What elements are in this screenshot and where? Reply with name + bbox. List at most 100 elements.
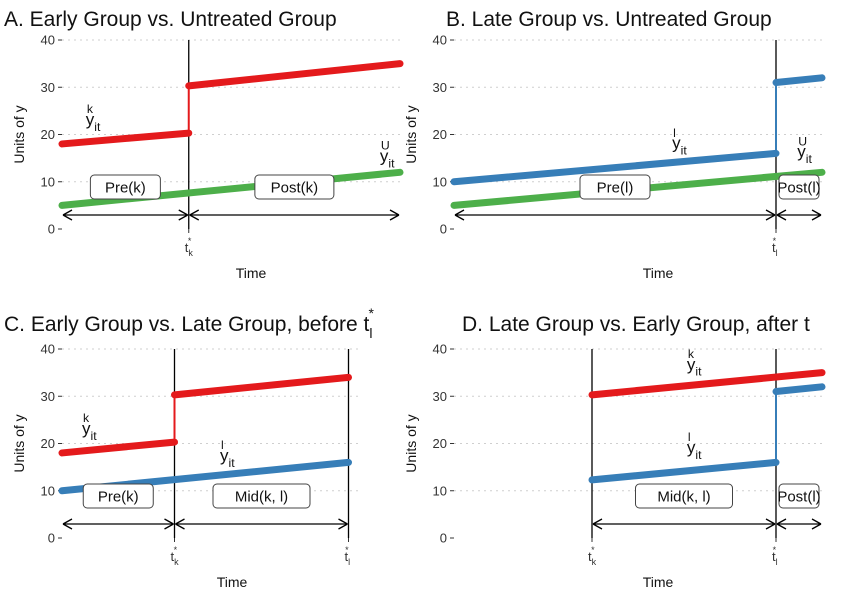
period-label: Post(l)	[777, 489, 820, 506]
period-box	[778, 483, 820, 509]
y-axis-title: Units of y	[403, 414, 419, 472]
y-tick-label: 10	[41, 174, 55, 189]
y-axis-title: Units of y	[403, 105, 419, 163]
arrow-head-left	[776, 518, 787, 530]
y-tick-label: 10	[433, 483, 447, 498]
y-tick-label: 30	[433, 80, 447, 95]
panel-c: C. Early Group vs. Late Group, before tl…	[4, 305, 374, 590]
period-label: Pre(l)	[597, 180, 634, 197]
y-tick-label: 0	[48, 222, 55, 237]
y-tick-label: 40	[41, 33, 55, 48]
y-axis-title: Units of y	[11, 414, 27, 472]
period-label: Mid(k, l)	[235, 489, 288, 506]
period-box	[212, 483, 311, 509]
y-tick-label: 10	[433, 174, 447, 189]
series-label: yitl	[220, 438, 235, 470]
y-tick-label: 40	[433, 33, 447, 48]
period-annotation: Post(k)	[189, 174, 400, 221]
y-tick-label: 20	[433, 436, 447, 451]
arrow-head-left	[62, 518, 73, 530]
panel-title: C. Early Group vs. Late Group, before tl…	[4, 305, 374, 341]
arrow-head-right	[389, 209, 400, 221]
y-tick-label: 0	[48, 531, 55, 546]
series-label: yitk	[687, 347, 702, 379]
panel-d: D. Late Group vs. Early Group, after t 0 1…	[403, 313, 826, 590]
arrow-head-right	[765, 518, 776, 530]
arrow-head-right	[811, 518, 822, 530]
period-box	[579, 174, 651, 200]
period-annotation: Pre(l)	[454, 174, 776, 221]
x-tick-label: tk*	[185, 236, 194, 258]
x-axis-title: Time	[236, 265, 267, 281]
arrow-head-left	[62, 209, 73, 221]
period-box	[254, 174, 335, 200]
x-tick-label: tl*	[345, 545, 351, 567]
panel-title: B. Late Group vs. Untreated Group	[446, 8, 772, 31]
period-box	[82, 483, 154, 509]
arrow-head-right	[811, 209, 822, 221]
series-line	[772, 74, 826, 87]
series-label: yitk	[82, 411, 97, 443]
period-label: Post(k)	[271, 180, 319, 197]
series-line	[450, 149, 780, 186]
y-tick-label: 20	[433, 127, 447, 142]
period-annotation: Post(l)	[776, 483, 822, 530]
y-tick-label: 40	[433, 342, 447, 357]
arrow-head-left	[592, 518, 603, 530]
series-line	[185, 60, 404, 90]
panel-a: A. Early Group vs. Untreated Group 0 10 20 3…	[4, 8, 404, 281]
y-axis-title: Units of y	[11, 105, 27, 163]
series-line	[58, 438, 178, 457]
x-tick-label: tk*	[171, 545, 180, 567]
y-tick-label: 0	[440, 531, 447, 546]
y-tick-label: 30	[41, 389, 55, 404]
y-tick-label: 0	[440, 222, 447, 237]
x-tick-label: tl*	[772, 545, 778, 567]
panel-title: A. Early Group vs. Untreated Group	[4, 8, 337, 31]
period-label: Mid(k, l)	[657, 489, 710, 506]
x-axis-title: Time	[643, 265, 674, 281]
period-annotation: Pre(k)	[62, 483, 174, 530]
series-line	[58, 168, 404, 209]
series-label: yitk	[86, 102, 101, 134]
series-line	[588, 369, 826, 399]
period-label: Pre(k)	[98, 489, 139, 506]
period-annotation: Pre(k)	[62, 174, 189, 221]
x-axis-title: Time	[217, 574, 248, 590]
panel-title: D. Late Group vs. Early Group, after t	[462, 313, 810, 336]
arrow-head-right	[338, 518, 348, 530]
period-box	[635, 483, 733, 509]
period-annotation: Mid(k, l)	[175, 483, 348, 530]
arrow-head-left	[189, 209, 200, 221]
y-tick-label: 20	[41, 127, 55, 142]
arrow-head-left	[776, 209, 787, 221]
series-label: yitU	[797, 134, 812, 166]
series-label: yitU	[380, 139, 395, 171]
y-tick-label: 30	[433, 389, 447, 404]
arrow-head-left	[454, 209, 465, 221]
period-annotation: Mid(k, l)	[592, 483, 776, 530]
y-tick-label: 40	[41, 342, 55, 357]
period-label: Post(l)	[777, 180, 820, 197]
arrow-head-right	[178, 209, 189, 221]
arrow-head-right	[765, 209, 776, 221]
x-tick-label: tk*	[588, 545, 597, 567]
period-box	[89, 174, 161, 200]
series-label: yitl	[687, 430, 702, 462]
x-axis-title: Time	[643, 574, 674, 590]
period-label: Pre(k)	[105, 180, 146, 197]
period-annotation: Post(l)	[776, 174, 822, 221]
x-tick-label: tl*	[772, 236, 778, 258]
arrow-head-left	[175, 518, 185, 530]
series-line	[588, 458, 780, 484]
arrow-head-right	[164, 518, 174, 530]
series-line	[171, 373, 352, 399]
period-box	[778, 174, 820, 200]
series-line	[772, 383, 826, 396]
series-label: yitl	[672, 126, 687, 158]
y-tick-label: 30	[41, 80, 55, 95]
y-tick-label: 20	[41, 436, 55, 451]
y-tick-label: 10	[41, 483, 55, 498]
series-line	[58, 129, 193, 148]
